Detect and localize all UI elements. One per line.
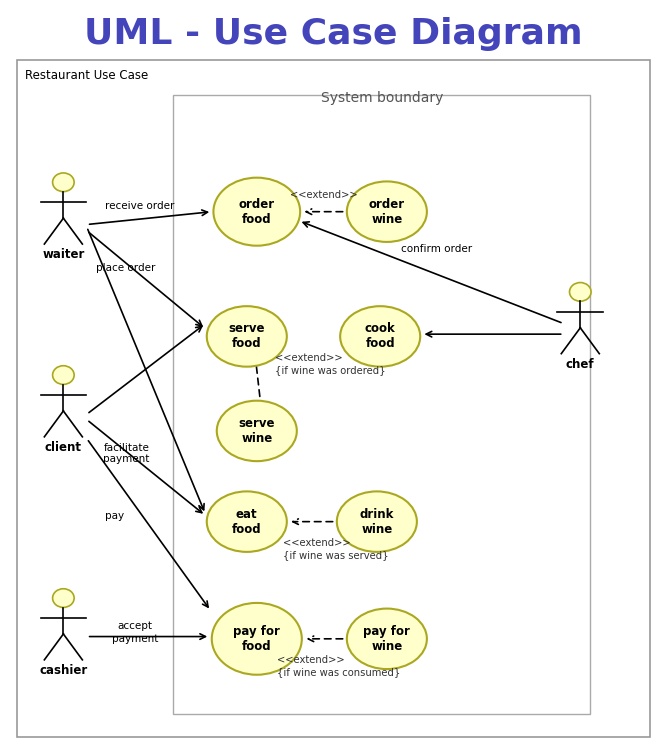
Text: chef: chef [566,358,594,371]
Text: drink
wine: drink wine [360,507,394,536]
Text: pay: pay [105,510,124,521]
Text: client: client [45,442,82,454]
Text: waiter: waiter [42,248,85,262]
Ellipse shape [347,609,427,669]
Text: payment: payment [111,634,158,644]
Text: {if wine was consumed}: {if wine was consumed} [277,667,400,677]
Ellipse shape [207,306,287,367]
Text: cook
food: cook food [365,322,396,351]
Text: place order: place order [95,263,155,274]
Ellipse shape [340,306,420,367]
Text: cashier: cashier [39,665,87,677]
FancyBboxPatch shape [173,94,590,714]
Ellipse shape [212,603,301,675]
Ellipse shape [337,491,417,552]
Text: <<extend>>: <<extend>> [289,190,358,200]
Text: Restaurant Use Case: Restaurant Use Case [25,69,149,82]
Ellipse shape [217,401,297,461]
Text: <<extend>>: <<extend>> [277,655,344,665]
Text: order
food: order food [239,197,275,226]
Text: serve
food: serve food [229,322,265,351]
Text: <<extend>>: <<extend>> [275,352,342,363]
Text: <<extend>>: <<extend>> [283,538,350,548]
Ellipse shape [570,283,591,301]
Text: accept: accept [117,621,152,631]
Text: serve
wine: serve wine [239,417,275,445]
Text: facilitate
payment: facilitate payment [103,443,150,464]
Text: receive order: receive order [105,200,175,211]
Text: eat
food: eat food [232,507,261,536]
Ellipse shape [213,178,300,246]
Text: pay for
wine: pay for wine [364,624,410,653]
Text: {if wine was served}: {if wine was served} [283,550,388,560]
Text: System boundary: System boundary [321,91,444,105]
Ellipse shape [53,589,74,607]
Text: UML - Use Case Diagram: UML - Use Case Diagram [84,17,583,51]
Ellipse shape [347,181,427,242]
Text: pay for
food: pay for food [233,624,280,653]
FancyBboxPatch shape [17,60,650,737]
Ellipse shape [53,173,74,191]
Ellipse shape [53,366,74,384]
Text: confirm order: confirm order [402,244,472,255]
Text: {if wine was ordered}: {if wine was ordered} [275,364,386,375]
Ellipse shape [207,491,287,552]
Text: order
wine: order wine [369,197,405,226]
